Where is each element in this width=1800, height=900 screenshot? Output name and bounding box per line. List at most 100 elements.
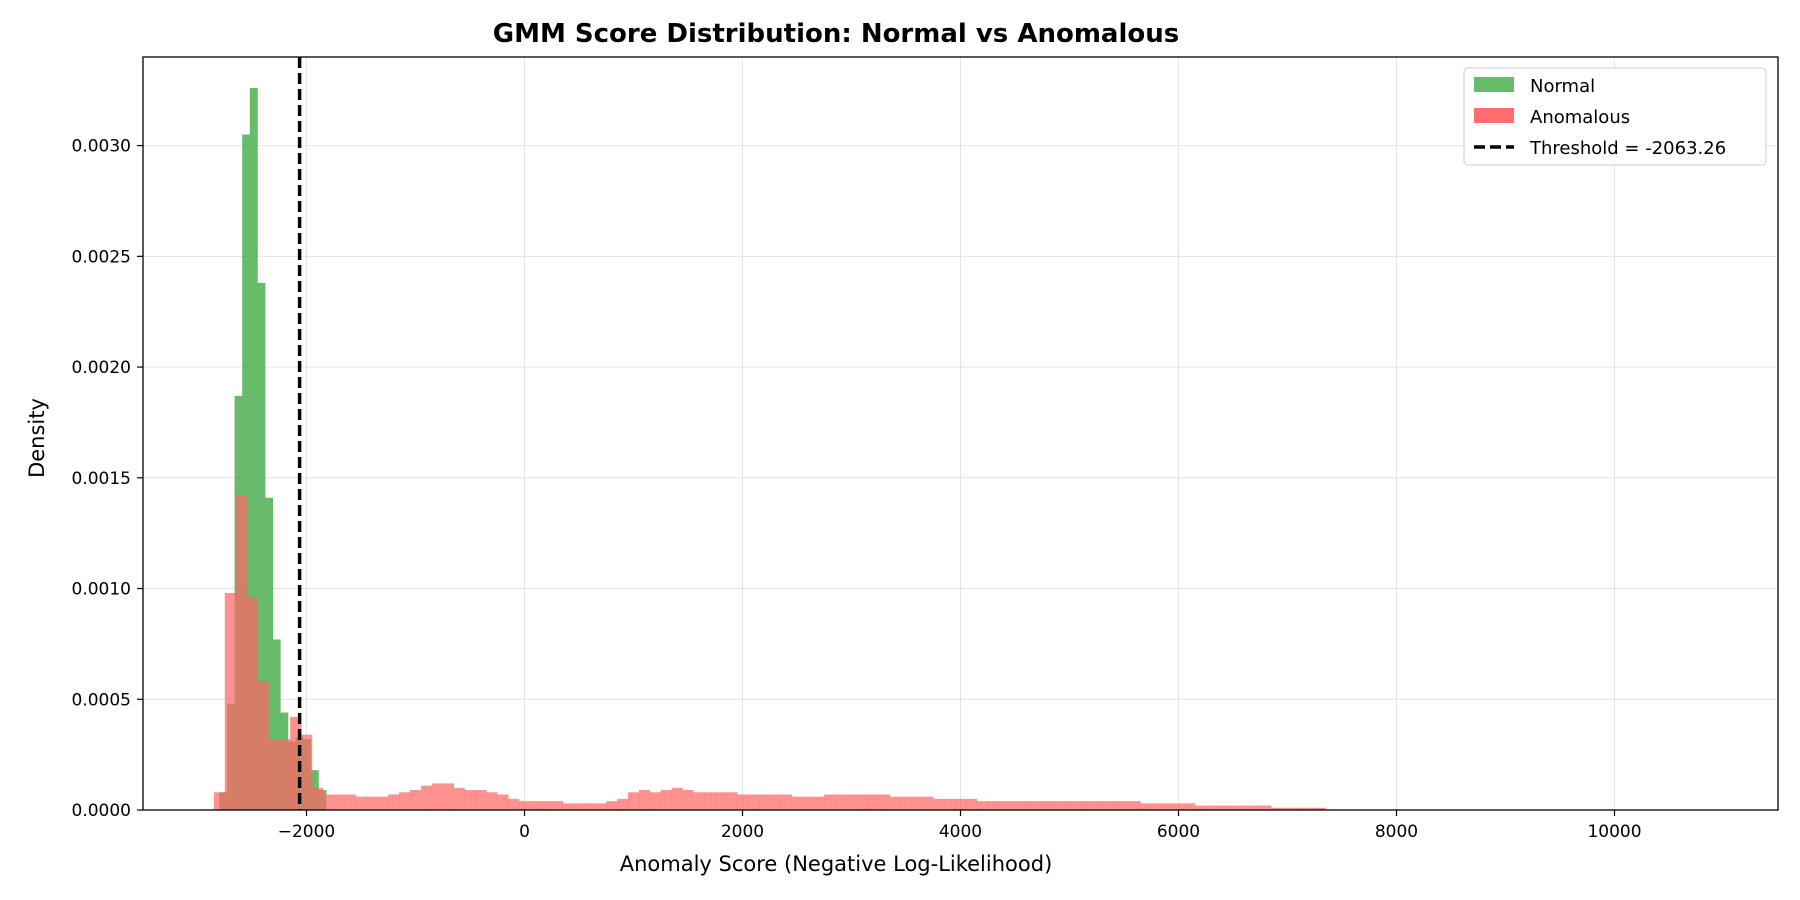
anomalous-bar [628,792,640,810]
anomalous-bar [431,783,444,810]
anomalous-bar [1173,803,1185,810]
x-tick-label: 0 [519,822,530,842]
anomalous-bar [399,792,411,810]
anomalous-bar [1238,805,1250,810]
anomalous-bar [1096,801,1108,810]
anomalous-bar [780,794,792,810]
anomalous-bar [497,794,509,810]
x-tick-label: −2000 [278,822,336,842]
anomalous-bar [944,798,956,810]
x-tick-label: 6000 [1157,822,1200,842]
y-axis-label: Density [25,398,49,478]
anomalous-bar [1216,805,1228,810]
anomalous-bar [747,794,760,810]
anomalous-bar [333,794,345,810]
anomalous-bar [856,794,869,810]
y-tick-label: 0.0005 [72,690,131,710]
anomalous-bar [529,801,542,810]
anomalous-bar [671,787,683,810]
anomalous-bar [889,796,901,810]
anomalous-bar [1183,803,1196,810]
anomalous-bar [246,597,258,810]
anomalous-bar [1227,805,1239,810]
anomalous-bar [355,796,367,810]
anomalous-bar [1074,801,1087,810]
anomalous-bar [835,794,847,810]
anomalous-bar [1053,801,1065,810]
anomalous-bar [366,796,378,810]
anomalous-bar [1064,801,1076,810]
anomalous-bar [1031,801,1043,810]
anomalous-bar [1107,801,1119,810]
anomalous-bar [617,798,629,810]
anomalous-bar [410,790,422,810]
anomalous-bar [268,739,280,810]
anomalous-bar [758,794,771,810]
anomalous-bar [867,794,880,810]
chart-title: GMM Score Distribution: Normal vs Anomal… [493,19,1179,49]
y-tick-label: 0.0020 [72,358,131,378]
anomalous-bar [486,792,498,810]
y-tick-label: 0.0000 [72,801,131,821]
anomalous-bar [824,794,836,810]
legend-anomalous-swatch [1474,108,1514,123]
y-tick-label: 0.0010 [72,580,131,600]
legend: Normal Anomalous Threshold = -2063.26 [1463,67,1767,166]
anomalous-bar [878,794,890,810]
anomalous-bar [224,592,236,810]
anomalous-bar [508,798,520,810]
y-tick-label: 0.0025 [72,247,131,267]
anomalous-bar [1205,805,1217,810]
anomalous-bar [595,803,607,810]
x-tick-label: 2000 [721,822,764,842]
anomalous-bar [322,794,335,810]
anomalous-bar [769,794,781,810]
y-axis-ticks: 0.0000 0.0005 0.0010 0.0015 0.0020 0.0025 0.00… [72,137,143,821]
y-tick-label: 0.0015 [72,469,131,489]
anomalous-bar [464,790,476,810]
y-tick-label: 0.0030 [72,137,131,157]
anomalous-bar [1020,801,1032,810]
anomalous-bar [704,792,716,810]
anomalous-bar [453,787,465,810]
anomalous-bar [1151,803,1163,810]
anomalous-bar [726,792,738,810]
anomalous-bar [257,681,269,810]
x-tick-label: 10000 [1587,822,1641,842]
anomalous-bar [715,792,727,810]
anomalous-bar [1162,803,1174,810]
anomalous-bar [933,798,945,810]
anomalous-bar [682,790,694,810]
anomalous-bar [290,716,302,810]
anomalous-bar [1140,803,1152,810]
normal-bar [265,497,274,810]
anomalous-bar [900,796,912,810]
anomalous-bar [1314,807,1326,810]
x-tick-label: 4000 [939,822,982,842]
anomalous-bar [802,796,814,810]
anomalous-bar [693,792,705,810]
anomalous-bar [213,792,226,810]
legend-normal-label: Normal [1530,76,1595,97]
anomalous-bar [573,803,585,810]
anomalous-bar [1129,801,1141,810]
anomalous-bar [649,792,662,810]
anomalous-bar [1085,801,1098,810]
anomalous-bar [1249,805,1261,810]
legend-box [1463,67,1767,166]
anomalous-bar [1282,807,1294,810]
legend-threshold-label: Threshold = -2063.26 [1529,138,1726,159]
anomalous-bar [911,796,923,810]
anomalous-bar [475,790,487,810]
anomalous-bar [813,796,825,810]
normal-bar [242,134,251,810]
anomalous-bar [606,801,618,810]
anomalous-bar [1260,805,1272,810]
grid-lines [143,57,1778,811]
legend-normal-swatch [1474,77,1514,92]
x-tick-label: 8000 [1375,822,1418,842]
anomalous-bar [279,739,291,810]
anomalous-bar [301,734,313,810]
x-axis-label: Anomaly Score (Negative Log-Likelihood) [620,852,1053,876]
